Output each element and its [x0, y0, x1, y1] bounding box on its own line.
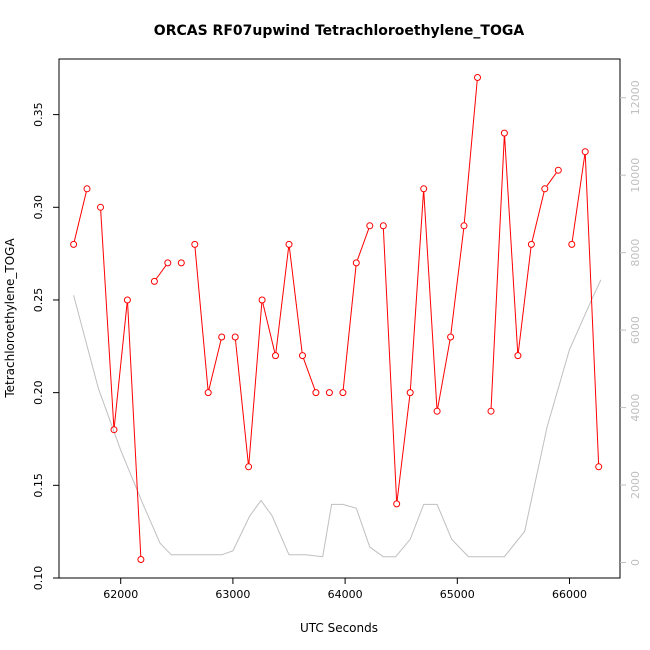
x-tick-label: 63000 — [215, 588, 250, 601]
series-segment — [584, 154, 600, 464]
data-point — [527, 240, 535, 248]
data-point — [272, 352, 279, 360]
x-axis-label: UTC Seconds — [300, 621, 378, 635]
y-tick-label: 0.15 — [32, 473, 45, 498]
series-segment — [396, 395, 411, 501]
y2-tick-label: 10000 — [629, 158, 642, 193]
data-point — [541, 185, 549, 193]
series-segment — [546, 172, 557, 187]
y2-tick-label: 6000 — [629, 316, 642, 344]
plot-area — [58, 58, 621, 579]
series-segment — [531, 191, 545, 242]
data-point — [70, 240, 78, 248]
series-segment — [450, 228, 465, 335]
x-tick-label: 65000 — [440, 588, 475, 601]
data-point — [245, 463, 253, 471]
data-point — [285, 240, 293, 248]
x-tick-label: 62000 — [103, 588, 138, 601]
data-point — [352, 259, 360, 267]
y-axis-label: Tetrachloroethylene_TOGA — [3, 238, 17, 399]
data-point — [150, 277, 158, 285]
y2-tick-label: 12000 — [629, 80, 642, 115]
data-point — [366, 222, 374, 230]
data-point — [500, 129, 508, 137]
data-point — [581, 148, 589, 156]
series-segment — [437, 339, 451, 409]
data-point — [231, 333, 239, 341]
data-point — [514, 352, 522, 360]
data-point — [595, 463, 603, 471]
data-point — [299, 352, 306, 360]
data-point — [258, 296, 266, 304]
series-segment — [100, 210, 115, 427]
y2-tick-label: 2000 — [629, 471, 642, 499]
data-point — [460, 222, 468, 230]
series-segment — [155, 265, 167, 280]
series-segment — [342, 265, 357, 390]
y2-tick-label: 0 — [629, 559, 642, 566]
y-tick-label: 0.35 — [32, 102, 45, 127]
x-axis: 62000 63000 64000 65000 66000 — [103, 578, 587, 601]
y-tick-label: 0.30 — [32, 195, 45, 220]
y-tick-label: 0.20 — [32, 380, 45, 405]
data-point — [191, 240, 199, 248]
y2-axis: 0 2000 4000 6000 8000 10000 12000 — [620, 80, 642, 566]
data-point — [568, 240, 576, 248]
series-segment — [113, 302, 128, 427]
series-segment — [235, 339, 249, 464]
y-tick-label: 0.25 — [32, 288, 45, 313]
y-axis: 0.10 0.15 0.20 0.25 0.30 0.35 — [32, 102, 59, 590]
x-tick-label: 66000 — [552, 588, 587, 601]
data-point — [433, 407, 441, 415]
data-point — [177, 259, 185, 267]
data-point — [474, 74, 481, 81]
y2-tick-label: 4000 — [629, 394, 642, 422]
data-point — [110, 426, 118, 434]
series-segment — [288, 247, 303, 353]
series-segment — [517, 247, 532, 353]
data-point — [218, 333, 226, 341]
data-point — [204, 389, 212, 397]
x-tick-label: 64000 — [328, 588, 363, 601]
series-layer — [70, 74, 603, 563]
series-segment — [504, 136, 519, 353]
data-point — [393, 500, 401, 508]
series-segment — [356, 228, 370, 261]
y2-tick-label: 8000 — [629, 239, 642, 267]
series-segment — [571, 154, 586, 242]
data-point — [137, 556, 145, 563]
series-segment — [248, 302, 263, 464]
data-point — [312, 389, 320, 397]
data-point — [379, 222, 387, 230]
series-line-secondary — [73, 279, 602, 558]
data-point — [420, 185, 428, 193]
data-point — [447, 333, 455, 341]
series-segment — [262, 302, 276, 353]
data-point — [406, 389, 414, 397]
data-point — [123, 296, 131, 304]
series-segment — [303, 358, 316, 390]
series-segment — [382, 228, 398, 501]
series-segment — [194, 247, 209, 390]
series-segment — [208, 339, 222, 390]
data-point — [164, 259, 172, 267]
series-segment — [490, 136, 505, 409]
data-point — [487, 407, 495, 415]
data-point — [97, 203, 104, 211]
series-segment — [275, 247, 290, 353]
data-point — [325, 389, 333, 397]
data-point — [83, 185, 91, 193]
series-segment — [127, 302, 142, 557]
y-tick-label: 0.10 — [32, 566, 45, 591]
chart-title: ORCAS RF07upwind Tetrachloroethylene_TOG… — [154, 23, 525, 39]
series-segment — [463, 80, 478, 223]
series-segment — [73, 191, 87, 242]
series-segment — [423, 191, 438, 409]
series-segment — [409, 191, 424, 390]
data-point — [554, 166, 562, 174]
data-point — [339, 389, 347, 397]
